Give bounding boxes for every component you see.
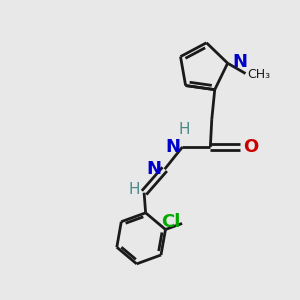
Text: N: N bbox=[165, 138, 180, 156]
Text: H: H bbox=[178, 122, 190, 137]
Text: N: N bbox=[147, 160, 162, 178]
Text: N: N bbox=[232, 53, 247, 71]
Text: H: H bbox=[128, 182, 140, 197]
Text: Cl: Cl bbox=[161, 213, 181, 231]
Text: O: O bbox=[243, 138, 258, 156]
Text: CH₃: CH₃ bbox=[247, 68, 270, 82]
